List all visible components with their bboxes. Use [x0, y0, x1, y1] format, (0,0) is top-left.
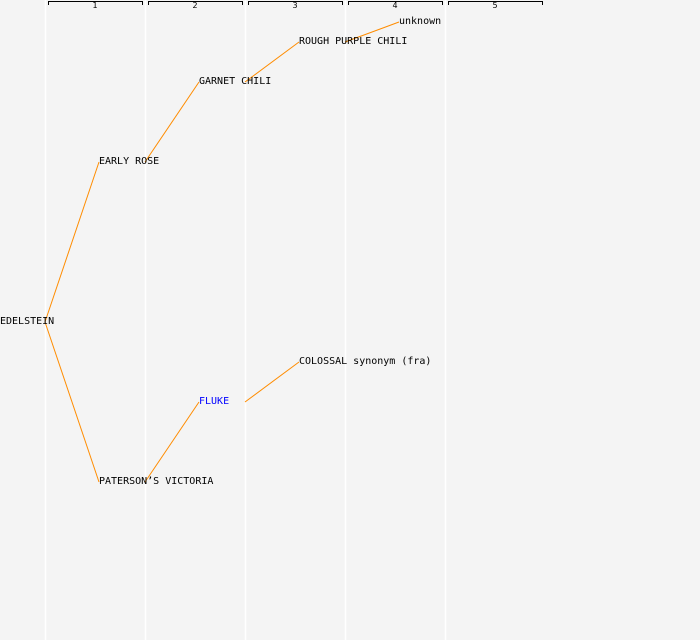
column-header: 1	[92, 1, 98, 10]
node-edelstein[interactable]: EDELSTEIN	[0, 316, 55, 327]
node-rough-purple-chili[interactable]: ROUGH PURPLE CHILI	[299, 36, 408, 47]
column-bracket	[448, 1, 543, 5]
edge-early-rose-garnet-chili	[144, 81, 200, 163]
column-bracket	[48, 1, 143, 5]
node-fluke[interactable]: FLUKE	[199, 396, 230, 407]
edge-patersons-victoria-fluke	[144, 401, 200, 483]
edge-rough-purple-chili-unknown	[344, 21, 400, 43]
column-bracket	[148, 1, 243, 5]
node-early-rose[interactable]: EARLY ROSE	[99, 156, 160, 167]
edge-fluke-colossal	[244, 361, 300, 403]
column-header: 2	[192, 1, 198, 10]
column-header: 3	[292, 1, 298, 10]
column-header: 4	[392, 1, 398, 10]
node-colossal[interactable]: COLOSSAL synonym (fra)	[299, 356, 432, 367]
column-header: 5	[492, 1, 498, 10]
edge-edelstein-early-rose	[44, 161, 100, 323]
node-unknown[interactable]: unknown	[399, 16, 442, 27]
edge-edelstein-patersons-victoria	[44, 321, 100, 483]
column-bracket	[248, 1, 343, 5]
node-patersons-victoria[interactable]: PATERSON’S VICTORIA	[99, 476, 214, 487]
column-bracket	[348, 1, 443, 5]
node-garnet-chili[interactable]: GARNET CHILI	[199, 76, 272, 87]
edge-garnet-chili-rough-purple-chili	[244, 41, 300, 83]
